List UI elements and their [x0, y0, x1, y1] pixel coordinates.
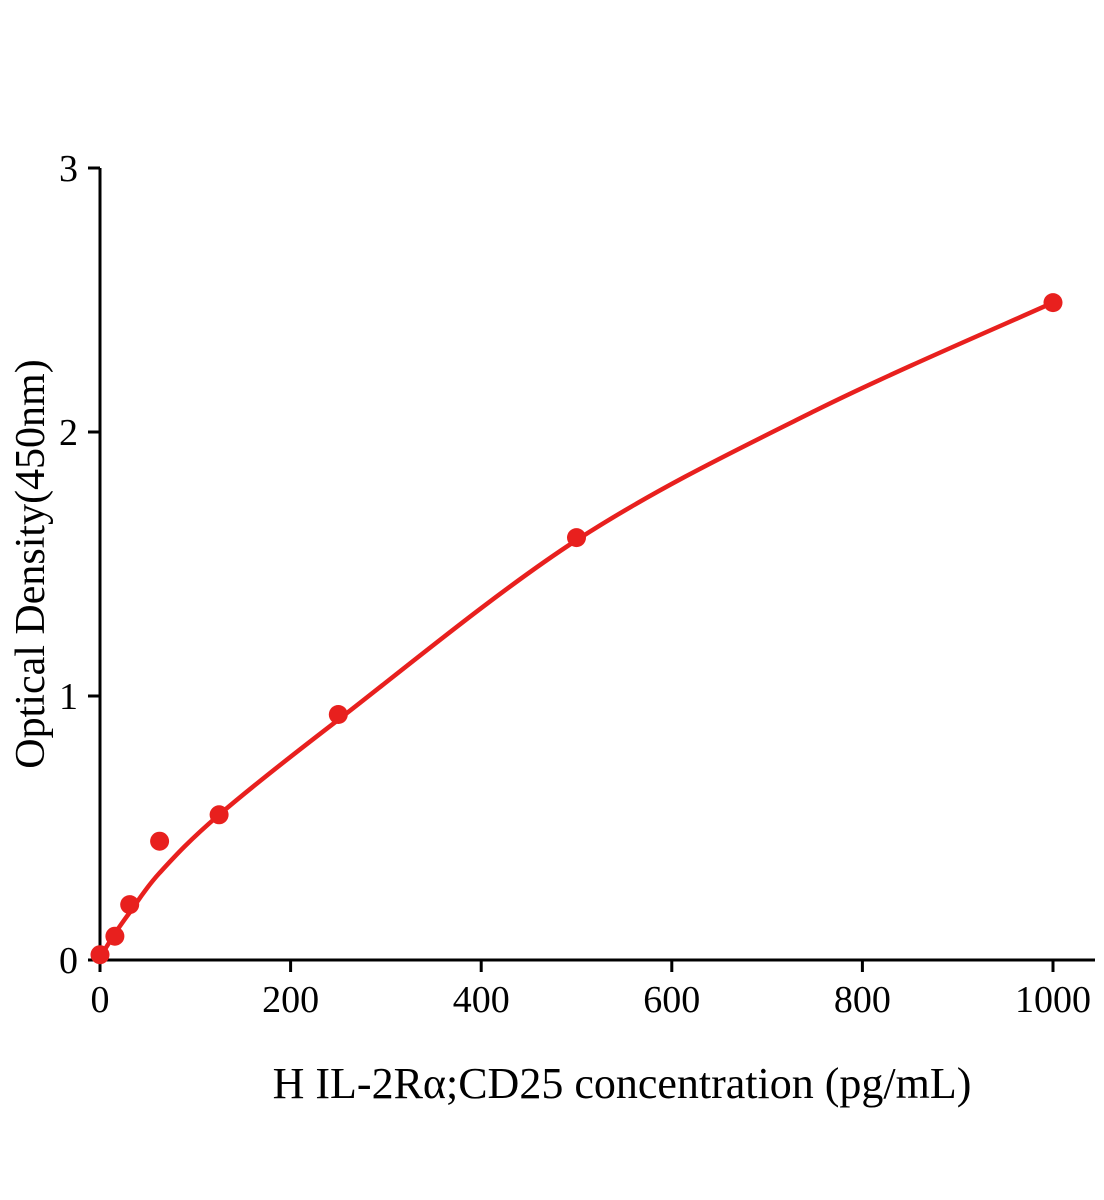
x-tick-label: 800 [834, 979, 891, 1021]
plot-area: 0 200 400 600 800 1000 0 1 2 3 [59, 148, 1095, 1021]
data-point [90, 945, 110, 965]
y-tick-label: 3 [59, 148, 78, 190]
x-tick-label: 400 [453, 979, 510, 1021]
x-tick-label: 600 [643, 979, 700, 1021]
x-tick-label: 0 [91, 979, 110, 1021]
y-tick-label: 0 [59, 940, 78, 982]
data-point [328, 705, 348, 724]
x-axis-title: H IL-2Rα;CD25 concentration (pg/mL) [273, 1059, 972, 1108]
data-point [105, 926, 125, 946]
data-point [567, 528, 586, 548]
data-point [209, 805, 229, 825]
data-point [150, 831, 170, 851]
data-point [1043, 293, 1063, 313]
x-tick-label: 1000 [1015, 979, 1091, 1021]
data-point [120, 895, 140, 915]
fitted-curve [97, 300, 1056, 960]
y-tick-label: 1 [59, 676, 78, 718]
y-axis-title: Optical Density(450nm) [8, 359, 54, 768]
x-tick-label: 200 [262, 979, 319, 1021]
y-tick-label: 2 [59, 412, 78, 454]
